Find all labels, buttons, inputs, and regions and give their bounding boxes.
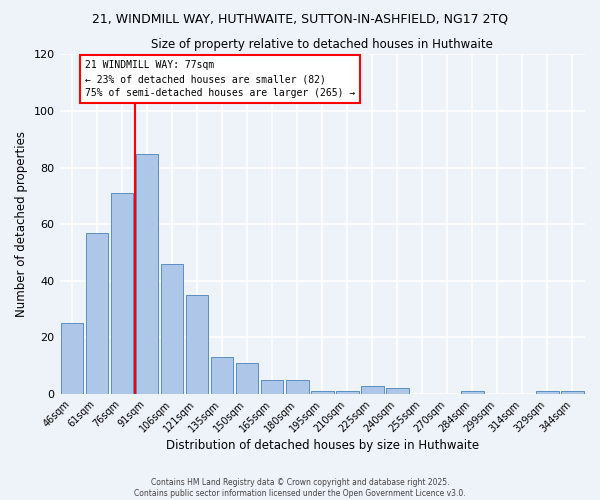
Bar [336, 392, 359, 394]
Bar [186, 295, 208, 394]
Text: 21, WINDMILL WAY, HUTHWAITE, SUTTON-IN-ASHFIELD, NG17 2TQ: 21, WINDMILL WAY, HUTHWAITE, SUTTON-IN-A… [92, 12, 508, 26]
Title: Size of property relative to detached houses in Huthwaite: Size of property relative to detached ho… [151, 38, 493, 51]
Bar [311, 392, 334, 394]
Bar [361, 386, 383, 394]
Bar [136, 154, 158, 394]
Bar [211, 358, 233, 394]
Bar [236, 363, 259, 394]
Bar [286, 380, 308, 394]
Y-axis label: Number of detached properties: Number of detached properties [15, 132, 28, 318]
Bar [461, 392, 484, 394]
Bar [261, 380, 283, 394]
Text: Contains HM Land Registry data © Crown copyright and database right 2025.
Contai: Contains HM Land Registry data © Crown c… [134, 478, 466, 498]
Bar [386, 388, 409, 394]
Bar [536, 392, 559, 394]
X-axis label: Distribution of detached houses by size in Huthwaite: Distribution of detached houses by size … [166, 440, 479, 452]
Text: 21 WINDMILL WAY: 77sqm
← 23% of detached houses are smaller (82)
75% of semi-det: 21 WINDMILL WAY: 77sqm ← 23% of detached… [85, 60, 355, 98]
Bar [86, 233, 109, 394]
Bar [111, 193, 133, 394]
Bar [561, 392, 584, 394]
Bar [161, 264, 184, 394]
Bar [61, 324, 83, 394]
